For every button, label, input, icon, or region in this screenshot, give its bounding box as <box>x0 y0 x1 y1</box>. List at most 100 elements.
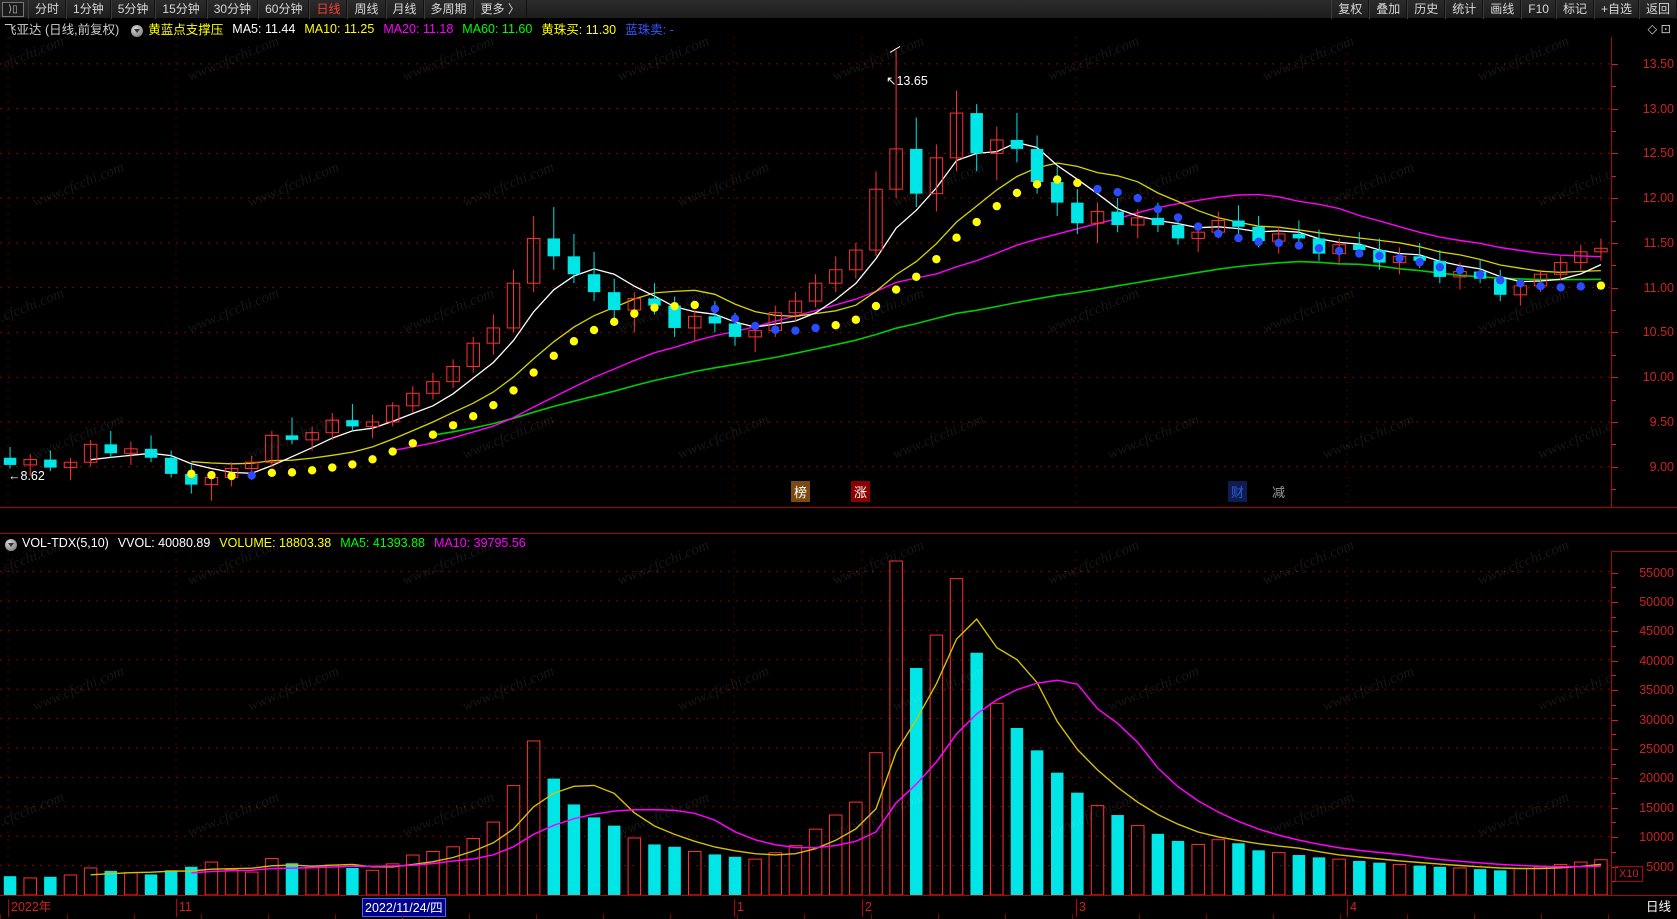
tb-multi-period[interactable]: 多周期 <box>423 0 474 19</box>
tb-15min[interactable]: 15分钟 <box>155 0 207 19</box>
selected-date-box[interactable]: 2022/11/24/四 <box>362 898 446 917</box>
x-axis-tick <box>804 914 805 919</box>
tb-drawline[interactable]: 画线 <box>1483 0 1522 19</box>
price-axis-minor-tick <box>1612 399 1616 401</box>
price-pane-header: 飞亚达 (日线,前复权) 黄蓝点支撑压 MA5: 11.44 MA10: 11.… <box>0 20 1677 38</box>
x-axis-tick <box>268 914 269 919</box>
blue-sell-label: 蓝珠卖: <box>625 23 667 37</box>
volume-indicator-dropdown-icon[interactable] <box>5 538 17 551</box>
x-axis[interactable]: 2022/11/24/四 日线 2022年 11 1 2 3 4 <box>0 896 1677 919</box>
badge-bang[interactable]: 榜 <box>791 481 811 502</box>
pane-divider-mid <box>0 533 1677 534</box>
tb-history[interactable]: 历史 <box>1407 0 1446 19</box>
vvol-label: VVOL: <box>117 535 155 550</box>
low-arrow-icon: ← <box>8 469 21 483</box>
x-axis-tick <box>1273 914 1274 919</box>
badge-zhang[interactable]: 涨 <box>851 481 871 502</box>
high-price-value: 13.65 <box>896 74 928 88</box>
badge-cai[interactable]: 财 <box>1228 481 1248 502</box>
volume-axis-minor-tick <box>1612 675 1616 677</box>
x-axis-label: 3 <box>1076 899 1086 917</box>
indicator-dropdown-icon[interactable] <box>131 24 144 37</box>
x-axis-tick <box>134 914 135 919</box>
volume-axis-tick <box>1612 631 1618 633</box>
x-axis-tick <box>1541 914 1542 919</box>
tb-monthly[interactable]: 月线 <box>385 0 424 19</box>
tb-overlay[interactable]: 叠加 <box>1369 0 1408 19</box>
tb-weekly[interactable]: 周线 <box>347 0 386 19</box>
stock-title[interactable]: 飞亚达 (日线,前复权) <box>4 23 120 37</box>
x-axis-tick <box>1139 914 1140 919</box>
vol-ma10-field: MA10: 39795.56 <box>434 536 535 550</box>
price-axis-label: 11.50 <box>1643 235 1674 250</box>
vol-ma5-field: MA5: 41393.88 <box>340 536 434 550</box>
vol-ma5-value: 41393.88 <box>372 535 425 550</box>
price-axis-tick <box>1612 198 1618 200</box>
volume-axis-tick <box>1612 748 1618 750</box>
ma20-value: 11.18 <box>422 21 454 36</box>
volume-axis-minor-tick <box>1612 763 1616 765</box>
volume-axis-tick <box>1612 601 1618 603</box>
ma60-value: 11.60 <box>501 21 533 36</box>
tb-30min[interactable]: 30分钟 <box>206 0 259 19</box>
price-axis-minor-tick <box>1612 265 1616 267</box>
volume-axis-minor-tick <box>1612 704 1616 706</box>
tb-adjust[interactable]: 复权 <box>1331 0 1370 19</box>
toolbar-right-group: 复权 叠加 历史 统计 画线 F10 标记 +自选 返回 <box>1331 0 1677 19</box>
high-price-annotation: ↖13.65 <box>886 73 928 88</box>
x-axis-label: 1 <box>734 899 744 917</box>
tb-more[interactable]: 更多 〉 <box>473 0 527 19</box>
volume-axis-tick <box>1612 660 1618 662</box>
price-axis-minor-tick <box>1612 354 1616 356</box>
volume-pane-header: VOL-TDX(5,10) VVOL: 40080.89 VOLUME: 188… <box>0 534 1677 551</box>
price-axis-tick <box>1612 242 1618 244</box>
x-axis-tick <box>938 914 939 919</box>
tb-1min[interactable]: 1分钟 <box>66 0 111 19</box>
tb-statistics[interactable]: 统计 <box>1445 0 1484 19</box>
tb-mark[interactable]: 标记 <box>1555 0 1594 19</box>
price-axis-minor-tick <box>1612 175 1616 177</box>
price-axis-minor-tick <box>1612 489 1616 491</box>
pane-corner-marks[interactable]: ◇ ⊡ <box>1647 22 1671 36</box>
x-axis-label: 2022年 <box>8 899 51 917</box>
ma10-field: MA10: 11.25 <box>304 22 383 36</box>
tb-5min[interactable]: 5分钟 <box>110 0 156 19</box>
tb-fenshi[interactable]: 分时 <box>28 0 67 19</box>
price-axis-minor-tick <box>1612 86 1616 88</box>
tb-daily[interactable]: 日线 <box>309 0 348 19</box>
x-axis-label: 2 <box>862 899 872 917</box>
x-axis-label: 11 <box>176 899 192 917</box>
tb-add-favorite[interactable]: +自选 <box>1593 0 1639 19</box>
price-axis-label: 12.50 <box>1642 146 1674 161</box>
indicator-name[interactable]: 黄蓝点支撑压 <box>148 23 224 37</box>
volume-chart-pane[interactable] <box>0 551 1611 895</box>
x-axis-tick <box>1608 914 1609 919</box>
volume-axis[interactable]: 55000 50000 45000 40000 35000 30000 25000 20000… <box>1611 551 1677 895</box>
price-axis[interactable]: 13.50 13.00 12.50 12.00 11.50 11.00 10.50 10.00… <box>1611 37 1677 507</box>
window-icon[interactable]: ⟩▯ <box>2 1 24 17</box>
ma60-label: MA60: <box>462 21 499 36</box>
vvol-field: VVOL: 40080.89 <box>118 536 219 550</box>
blue-sell-field: 蓝珠卖: - <box>625 20 683 37</box>
tb-60min[interactable]: 60分钟 <box>258 0 310 19</box>
x-axis-tick <box>737 914 738 919</box>
volume-indicator-name[interactable]: VOL-TDX(5,10) <box>22 535 109 550</box>
top-toolbar: ⟩▯ 分时 1分钟 5分钟 15分钟 30分钟 60分钟 日线 周线 月线 多周… <box>0 0 1677 19</box>
low-price-value: 8.62 <box>20 469 45 483</box>
vol-ma5-label: MA5: <box>340 535 370 550</box>
volume-axis-minor-tick <box>1612 881 1616 883</box>
price-axis-minor-tick <box>1612 220 1616 222</box>
tb-f10[interactable]: F10 <box>1521 0 1556 19</box>
price-axis-tick <box>1612 108 1618 110</box>
yellow-buy-field: 黄珠买: 11.30 <box>541 20 625 37</box>
pane-divider-top <box>0 507 1677 508</box>
price-axis-tick <box>1612 63 1618 65</box>
price-axis-label: 11.00 <box>1643 280 1674 295</box>
ma5-label: MA5: <box>232 21 262 36</box>
price-chart-pane[interactable]: ↖13.65 ←8.62 <box>0 37 1611 507</box>
period-label: 日线 <box>1645 900 1671 914</box>
low-price-annotation: ←8.62 <box>8 469 45 483</box>
tb-back[interactable]: 返回 <box>1638 0 1677 19</box>
volume-axis-tick <box>1612 572 1618 574</box>
badge-jian[interactable]: 减 <box>1272 485 1286 500</box>
